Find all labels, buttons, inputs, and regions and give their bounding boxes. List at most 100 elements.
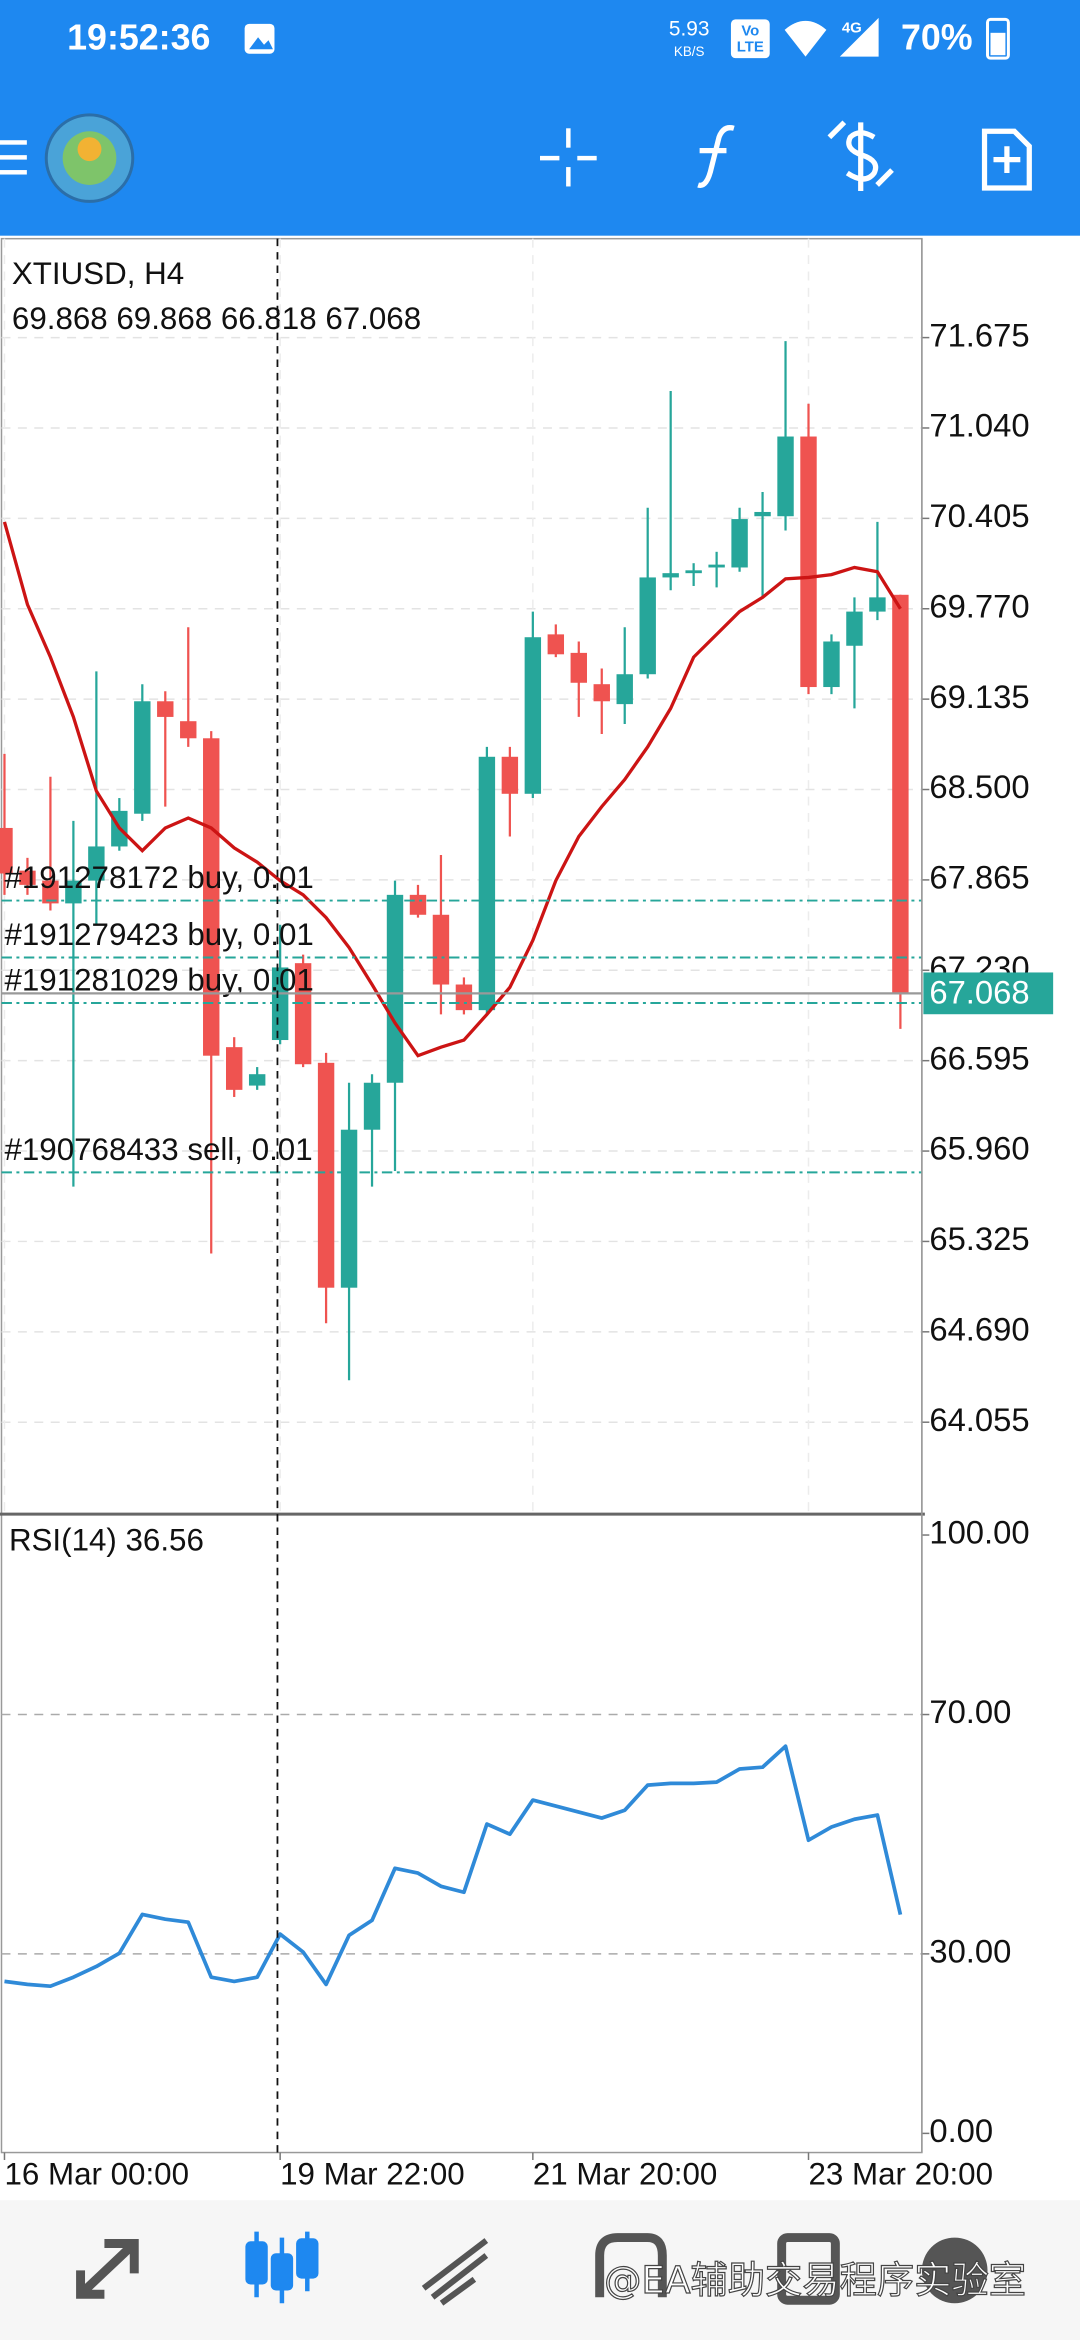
- candle-body: [754, 511, 771, 517]
- y-tick-label: 64.690: [929, 1310, 1029, 1347]
- candle-body: [340, 1129, 358, 1288]
- candle-body: [731, 519, 748, 568]
- nav-trade[interactable]: [421, 2238, 489, 2306]
- y-tick-label: 69.135: [929, 678, 1029, 715]
- candle-body: [248, 1074, 266, 1086]
- nav-chart-body: [270, 2253, 294, 2291]
- trade-button[interactable]: [827, 120, 894, 191]
- x-tick-label: 21 Mar 20:00: [533, 2157, 718, 2192]
- candle-body: [180, 721, 197, 739]
- status-time: 19:52:36: [67, 18, 210, 58]
- watermark: @EA辅助交易程序实验室: [604, 2258, 1026, 2302]
- nav-news[interactable]: [777, 2233, 840, 2305]
- y-tick-label: 30.00: [929, 1933, 1011, 1970]
- x-tick-label: 19 Mar 22:00: [280, 2157, 465, 2192]
- signal-icon: [839, 17, 879, 57]
- order-label: #191278172 buy, 0.01: [4, 860, 313, 895]
- nav-chart-body: [296, 2238, 319, 2279]
- y-tick-label: 64.055: [929, 1401, 1029, 1438]
- candle-body: [409, 894, 427, 915]
- candle-body: [363, 1082, 381, 1130]
- candle-body: [685, 570, 702, 574]
- volte-bottom: LTE: [737, 40, 764, 56]
- order-label: #190768433 sell, 0.01: [4, 1132, 312, 1167]
- y-tick-label: 71.040: [929, 407, 1029, 444]
- candle-body: [294, 963, 312, 1065]
- candle-body: [892, 594, 909, 994]
- y-tick-label: 66.595: [929, 1039, 1029, 1076]
- rsi-line: [4, 1744, 903, 1989]
- app-bar-bg: [0, 0, 1080, 236]
- menu-bar: [0, 170, 27, 175]
- candle-body: [42, 880, 59, 904]
- candle-body: [88, 846, 105, 881]
- candle-body: [478, 756, 496, 1011]
- candle-body: [547, 634, 565, 655]
- rsi-label: RSI(14) 36.56: [9, 1523, 204, 1558]
- net-speed: 5.93: [669, 17, 710, 40]
- x-tick-label: 16 Mar 00:00: [4, 2157, 189, 2192]
- candle-body: [225, 1047, 243, 1090]
- menu-bar: [0, 155, 27, 160]
- wifi-icon: [784, 20, 827, 57]
- nav-messages[interactable]: [921, 2237, 988, 2304]
- candle-body: [662, 573, 679, 578]
- app-logo-dot: [77, 137, 102, 162]
- candle-body: [0, 827, 13, 874]
- battery-text: 70%: [901, 18, 973, 58]
- candle-body: [134, 701, 151, 814]
- candle-body: [846, 611, 863, 646]
- candle-body: [455, 984, 473, 1011]
- candle-body: [708, 564, 725, 568]
- nav-history[interactable]: [595, 2233, 667, 2298]
- candle-body: [65, 880, 82, 904]
- nav-chart-body: [245, 2241, 268, 2285]
- battery-icon: [986, 17, 1010, 60]
- menu-bar: [0, 140, 27, 145]
- candle-body: [593, 684, 610, 702]
- y-tick-label: 71.675: [929, 316, 1029, 353]
- candle-body: [317, 1062, 335, 1288]
- chart-frame: [0, 237, 923, 2154]
- volte-badge: [730, 19, 770, 59]
- y-tick-label: 65.960: [929, 1130, 1029, 1167]
- network-type: 4G: [842, 20, 862, 36]
- y-tick-label: 70.00: [929, 1693, 1011, 1730]
- candle-body: [823, 641, 840, 688]
- candle-body: [777, 436, 794, 517]
- candle-body: [869, 597, 886, 612]
- candle-body: [386, 894, 404, 1083]
- bottom-nav: [0, 2200, 1080, 2340]
- order-label: #191281029 buy, 0.01: [4, 962, 313, 997]
- candle-body: [157, 701, 174, 717]
- y-tick-label: 0.00: [929, 2112, 993, 2149]
- moving-average: [2, 521, 902, 1058]
- y-tick-label: 69.770: [929, 587, 1029, 624]
- nav-quotes[interactable]: [76, 2239, 139, 2299]
- candle-body: [432, 914, 450, 985]
- gallery-icon-mark: [249, 37, 273, 50]
- crosshair-button[interactable]: [540, 128, 597, 187]
- y-tick-label: 70.405: [929, 497, 1029, 534]
- y-tick-label: 67.865: [929, 859, 1029, 896]
- menu-button[interactable]: [0, 140, 27, 175]
- candle-body: [570, 652, 587, 683]
- candle-body: [19, 870, 36, 885]
- price-tag-label: 67.068: [929, 974, 1029, 1011]
- order-label: #191279423 buy, 0.01: [4, 917, 313, 952]
- y-tick-label: 65.325: [929, 1220, 1029, 1257]
- x-tick-label: 23 Mar 20:00: [809, 2157, 994, 2192]
- chart-symbol: XTIUSD, H4: [12, 256, 184, 291]
- candle-body: [800, 436, 817, 688]
- price-tag: [923, 972, 1054, 1015]
- battery-level: [990, 32, 1006, 56]
- y-tick-label: 100.00: [929, 1514, 1029, 1551]
- candle-body: [616, 674, 633, 705]
- indicators-button[interactable]: [697, 125, 735, 188]
- new-order-button[interactable]: [981, 128, 1032, 191]
- candle-body: [501, 756, 519, 794]
- candle-body: [639, 577, 656, 675]
- nav-chart[interactable]: [245, 2231, 319, 2304]
